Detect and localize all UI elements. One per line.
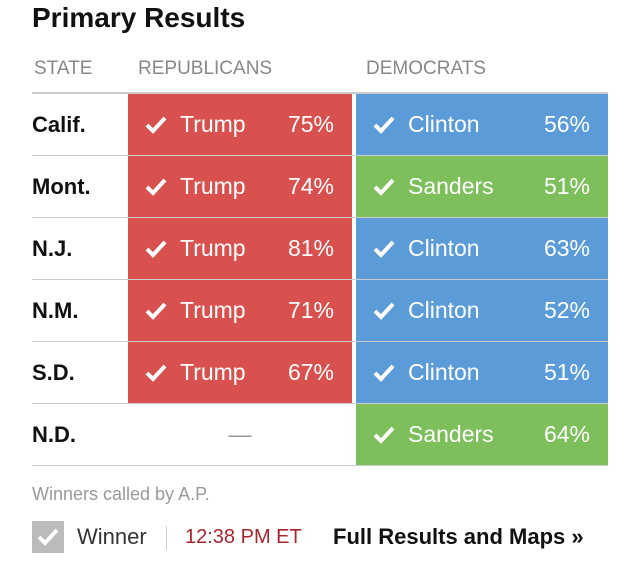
result-cell: Trump 75%: [128, 94, 352, 155]
candidate-name: Trump: [180, 359, 246, 385]
column-header: STATE: [34, 58, 93, 79]
candidate-name: Trump: [180, 297, 246, 323]
vote-percent: 81%: [287, 235, 334, 261]
table-row: Mont. Trump 74% Sanders 51%: [32, 156, 608, 218]
vote-percent: 74%: [287, 173, 334, 199]
timestamp: 12:38 PM ET: [185, 526, 302, 548]
candidate-name: Clinton: [408, 359, 480, 385]
header-rule: [32, 92, 608, 94]
legend-swatch: [32, 521, 64, 553]
check-icon: [373, 178, 395, 196]
vote-percent: 52%: [543, 297, 590, 323]
check-icon: [145, 178, 167, 196]
result-cell: Trump 74%: [128, 156, 352, 217]
separator: [166, 526, 167, 550]
table-row: N.M. Trump 71% Clinton 52%: [32, 280, 608, 342]
result-cell: Sanders 51%: [356, 156, 608, 217]
state-name: N.M.: [32, 298, 79, 323]
candidate-name: Sanders: [408, 421, 494, 447]
check-icon: [373, 302, 395, 320]
candidate-name: Trump: [180, 235, 246, 261]
table-row: S.D. Trump 67% Clinton 51%: [32, 342, 608, 404]
check-icon: [145, 364, 167, 382]
column-header: DEMOCRATS: [366, 58, 486, 79]
result-cell: Clinton 51%: [356, 342, 608, 403]
column-header: REPUBLICANS: [138, 58, 273, 79]
check-icon: [373, 116, 395, 134]
check-icon: [373, 240, 395, 258]
vote-percent: 56%: [543, 111, 590, 137]
result-cell: Trump 81%: [128, 218, 352, 279]
state-name: Mont.: [32, 174, 91, 199]
table-row: N.J. Trump 81% Clinton 63%: [32, 218, 608, 280]
result-cell: Clinton 63%: [356, 218, 608, 279]
candidate-name: Clinton: [408, 297, 480, 323]
vote-percent: 67%: [287, 359, 334, 385]
result-cell: Clinton 56%: [356, 94, 608, 155]
title: Primary Results: [32, 2, 246, 33]
result-cell: Trump 67%: [128, 342, 352, 403]
check-icon: [145, 302, 167, 320]
state-name: S.D.: [32, 360, 75, 385]
vote-percent: 71%: [287, 297, 334, 323]
table-row: Calif. Trump 75% Clinton 56%: [32, 94, 608, 156]
candidate-name: Clinton: [408, 235, 480, 261]
results-link[interactable]: Full Results and Maps »: [333, 524, 584, 549]
state-name: N.D.: [32, 422, 76, 447]
check-icon: [373, 426, 395, 444]
vote-percent: 51%: [543, 173, 590, 199]
result-cell: Clinton 52%: [356, 280, 608, 341]
candidate-name: Trump: [180, 111, 246, 137]
state-name: N.J.: [32, 236, 73, 261]
result-cell: Sanders 64%: [356, 404, 608, 465]
state-name: Calif.: [32, 112, 86, 137]
table-row: N.D. — Sanders 64%: [32, 404, 608, 466]
legend-label: Winner: [77, 524, 147, 549]
vote-percent: 64%: [543, 421, 590, 447]
check-icon: [37, 528, 59, 546]
check-icon: [145, 240, 167, 258]
candidate-name: Trump: [180, 173, 246, 199]
empty-cell: —: [228, 421, 252, 447]
vote-percent: 51%: [543, 359, 590, 385]
check-icon: [145, 116, 167, 134]
check-icon: [373, 364, 395, 382]
result-cell: Trump 71%: [128, 280, 352, 341]
candidate-name: Sanders: [408, 173, 494, 199]
vote-percent: 63%: [543, 235, 590, 261]
vote-percent: 75%: [287, 111, 334, 137]
candidate-name: Clinton: [408, 111, 480, 137]
note: Winners called by A.P.: [32, 484, 210, 504]
